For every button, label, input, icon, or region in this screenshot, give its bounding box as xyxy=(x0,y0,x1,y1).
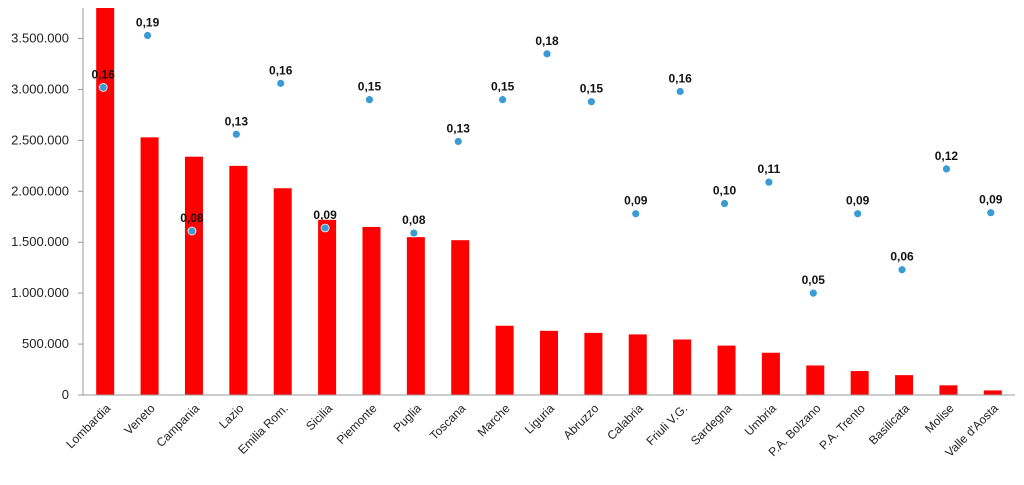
points: 0,16 0,19 0,08 0,13 0,16 0,09 0,15 0,08 0,13 0,15… xyxy=(92,15,1003,298)
data-point xyxy=(276,78,286,88)
data-point xyxy=(542,49,552,59)
data-point xyxy=(631,209,641,219)
data-point xyxy=(365,95,374,105)
data-label: 0,09 xyxy=(846,194,870,208)
bar xyxy=(895,375,914,395)
data-label: 0,15 xyxy=(580,82,604,96)
x-tick-label: Piemonte xyxy=(334,401,380,447)
data-label: 0,05 xyxy=(802,273,826,287)
bar xyxy=(96,8,115,395)
bar xyxy=(140,137,159,395)
data-label: 0,16 xyxy=(269,63,293,77)
y-tick-label: 3.000.000 xyxy=(11,81,69,96)
x-tick-label: Basilicata xyxy=(866,401,912,447)
y-tick-label: 0 xyxy=(62,387,69,402)
data-label: 0,19 xyxy=(136,15,160,29)
data-point xyxy=(98,83,108,92)
data-label: 0,09 xyxy=(313,208,337,222)
data-point xyxy=(720,199,729,208)
y-tick-label: 3.500.000 xyxy=(11,31,69,46)
bar xyxy=(184,156,203,395)
y-tick-label: 1.000.000 xyxy=(11,285,69,300)
data-label: 0,09 xyxy=(624,194,648,208)
data-point xyxy=(675,87,685,96)
x-tick-label: Toscana xyxy=(427,401,469,443)
y-tick-label: 2.500.000 xyxy=(11,132,69,147)
data-point xyxy=(942,164,951,174)
x-tick-label: Marche xyxy=(475,401,513,439)
bar xyxy=(850,371,869,395)
y-tick-label: 1.500.000 xyxy=(11,234,69,249)
data-label: 0,18 xyxy=(535,34,559,48)
data-label: 0,09 xyxy=(979,193,1003,207)
x-tick-label: Puglia xyxy=(390,401,424,435)
x-tick-label: Campania xyxy=(153,401,202,450)
y-tick-label: 500.000 xyxy=(22,336,69,351)
y-axis: 0 500.000 1.000.000 1.500.000 2.000.000 2.500… xyxy=(11,8,84,402)
x-tick-label: Sardegna xyxy=(688,401,735,448)
x-tick-label: Umbria xyxy=(742,401,779,438)
data-point xyxy=(498,95,508,105)
data-label: 0,08 xyxy=(402,213,426,227)
bar xyxy=(628,334,647,395)
bar xyxy=(584,332,603,395)
bar xyxy=(495,325,514,395)
data-label: 0,15 xyxy=(358,80,382,94)
bar xyxy=(540,330,558,395)
x-tick-label: Veneto xyxy=(121,401,158,438)
bar xyxy=(451,240,470,395)
x-tick-label: P.A. Trento xyxy=(817,401,868,452)
data-point xyxy=(453,137,463,146)
data-point xyxy=(853,209,863,219)
data-point xyxy=(143,31,152,40)
bar xyxy=(761,352,780,395)
bar xyxy=(717,345,736,395)
data-label: 0,10 xyxy=(713,184,737,198)
data-label: 0,13 xyxy=(225,114,249,128)
y-tick-label: 2.000.000 xyxy=(11,183,69,198)
x-tick-label: Sicilia xyxy=(303,401,335,433)
x-tick-label: Molise xyxy=(922,401,957,436)
data-label: 0,16 xyxy=(668,72,692,86)
data-point xyxy=(764,177,774,187)
data-point xyxy=(231,129,241,139)
data-label: 0,16 xyxy=(92,67,116,81)
x-tick-label: Friuli V.G. xyxy=(643,401,690,448)
x-tick-label: Calabria xyxy=(604,401,646,443)
bar xyxy=(806,365,825,395)
data-label: 0,08 xyxy=(180,211,204,225)
x-tick-label: Lazio xyxy=(216,401,246,431)
x-tick-label: Liguria xyxy=(522,401,558,437)
bar xyxy=(406,237,425,395)
bar xyxy=(983,390,1002,395)
bar xyxy=(318,219,337,395)
data-point xyxy=(320,223,330,233)
data-label: 0,13 xyxy=(447,121,471,135)
data-label: 0,06 xyxy=(890,250,914,264)
data-label: 0,11 xyxy=(758,162,781,176)
bar xyxy=(229,165,248,395)
bar xyxy=(673,339,692,395)
data-point xyxy=(897,265,907,275)
bar xyxy=(273,188,292,395)
data-label: 0,15 xyxy=(491,80,515,94)
bar xyxy=(939,385,958,395)
bars xyxy=(96,8,1002,395)
data-point xyxy=(986,208,996,218)
data-label: 0,12 xyxy=(935,149,959,163)
data-point xyxy=(187,226,197,236)
data-point xyxy=(409,228,419,238)
data-point xyxy=(586,97,596,107)
bar xyxy=(362,226,381,395)
x-tick-label: Lombardia xyxy=(63,401,113,451)
data-point xyxy=(808,288,818,298)
x-tick-label: Abruzzo xyxy=(560,401,601,442)
